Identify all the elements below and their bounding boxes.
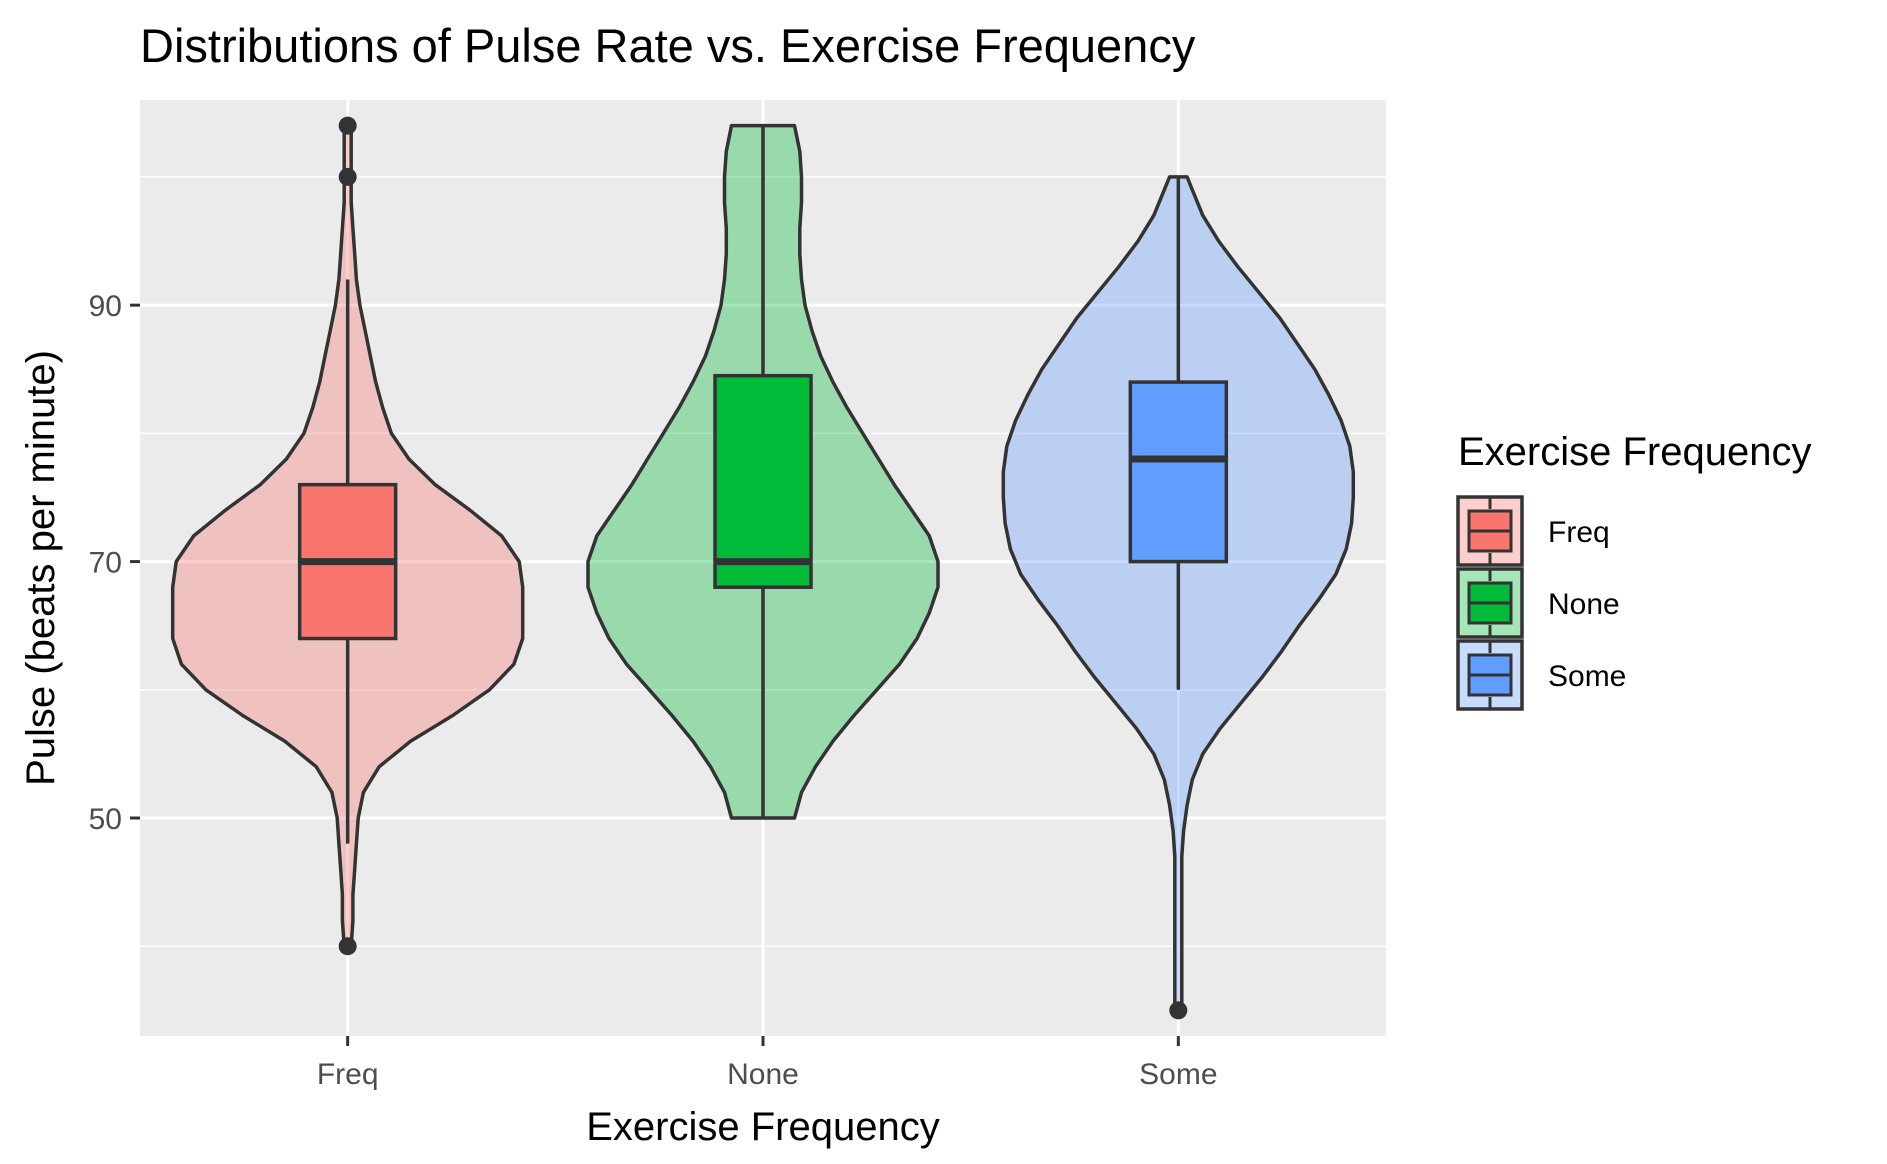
axes: 50 70 90 Freq None Some (89, 290, 1218, 1091)
legend-title: Exercise Frequency (1458, 430, 1811, 474)
x-tick-label: Some (1139, 1058, 1217, 1091)
legend-label-freq: Freq (1548, 516, 1610, 549)
outlier-point (338, 116, 357, 135)
y-axis-title: Pulse (beats per minute) (19, 350, 63, 786)
legend-label-some: Some (1548, 660, 1626, 693)
boxplots (297, 116, 1229, 1020)
legend: Exercise Frequency Freq None Some (1456, 430, 1811, 711)
box-some (1128, 380, 1229, 564)
y-tick-label: 90 (89, 290, 122, 323)
x-tick-label: Freq (317, 1058, 379, 1091)
y-tick-label: 50 (89, 803, 122, 836)
legend-label-none: None (1548, 588, 1620, 621)
outlier-point (1169, 1001, 1188, 1020)
chart-title: Distributions of Pulse Rate vs. Exercise… (140, 19, 1196, 72)
x-axis-title: Exercise Frequency (586, 1105, 939, 1149)
outlier-point (338, 937, 357, 956)
box-none (713, 373, 813, 589)
outlier-point (338, 167, 357, 186)
x-tick-label: None (727, 1058, 799, 1091)
y-tick-label: 70 (89, 547, 122, 580)
